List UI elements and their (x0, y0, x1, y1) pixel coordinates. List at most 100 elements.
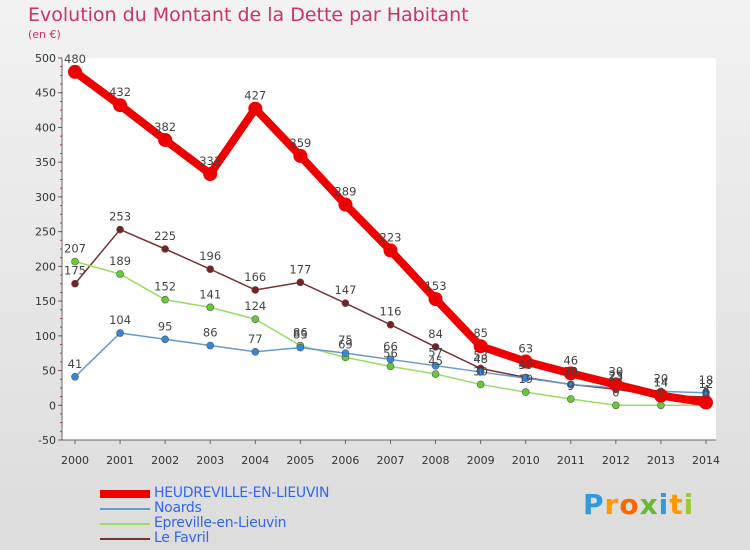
data-label: 382 (154, 120, 176, 134)
data-point (608, 377, 623, 392)
proxiti-logo: Proxiti (583, 488, 694, 521)
data-label: 39 (518, 358, 533, 372)
data-label: 86 (203, 326, 218, 340)
data-label: 53 (473, 348, 488, 362)
data-point (386, 355, 395, 364)
data-point (657, 401, 665, 410)
data-label: 30 (609, 364, 624, 378)
x-tick-label: 2002 (151, 454, 179, 467)
data-point (428, 292, 443, 307)
data-label: 30 (563, 364, 578, 378)
data-point (116, 270, 124, 278)
data-label: 40 (518, 357, 533, 371)
data-point (296, 343, 305, 352)
data-label: 23 (609, 369, 624, 383)
data-point (248, 101, 263, 116)
data-label: 25 (609, 368, 624, 382)
data-point (386, 320, 395, 329)
data-label: 69 (338, 337, 353, 351)
x-tick-label: 2005 (286, 454, 314, 467)
data-label: 84 (428, 327, 443, 341)
data-label: 177 (289, 262, 311, 276)
data-label: 95 (158, 319, 173, 333)
y-tick-label: 500 (35, 52, 56, 65)
data-point (431, 361, 440, 370)
data-point (161, 335, 169, 344)
data-point (71, 257, 79, 266)
data-label: 30 (473, 364, 488, 378)
data-point (68, 64, 82, 79)
y-tick-label: 0 (49, 399, 56, 412)
data-point (161, 245, 169, 253)
data-label: 0 (702, 385, 709, 399)
data-point (113, 98, 128, 113)
legend-label-le-favril: Le Favril (154, 530, 210, 546)
y-tick-label: -50 (38, 434, 56, 447)
x-tick-label: 2004 (241, 454, 269, 467)
legend-label-epreville: Epreville-en-Lieuvin (154, 515, 287, 531)
x-tick-label: 2012 (602, 454, 630, 467)
data-label: 196 (199, 249, 221, 263)
legend-swatch-epreville (100, 523, 150, 525)
y-tick-label: 350 (35, 156, 56, 169)
data-label: 57 (428, 346, 443, 360)
data-point (566, 380, 575, 389)
data-label: 175 (64, 264, 86, 278)
legend-label-heudreville: HEUDREVILLE-EN-LIEUVIN (154, 485, 330, 501)
legend-swatch-heudreville (100, 490, 150, 498)
logo-letter: o (619, 488, 640, 521)
legend-swatch-noards (100, 508, 150, 510)
data-label: 86 (293, 326, 308, 340)
data-label: 56 (383, 346, 398, 360)
data-label: 432 (109, 85, 131, 99)
data-label: 46 (563, 353, 578, 367)
x-tick-label: 2000 (61, 454, 89, 467)
data-point (116, 329, 124, 337)
data-point (431, 343, 440, 351)
data-point (338, 197, 353, 212)
data-label: 480 (64, 52, 86, 66)
chart-title: Evolution du Montant de la Dette par Hab… (28, 4, 469, 26)
data-label: 289 (334, 185, 356, 199)
data-point (71, 279, 79, 288)
y-tick-label: 300 (35, 191, 56, 204)
data-label: 223 (380, 230, 402, 244)
data-label: 166 (244, 270, 266, 284)
data-point (518, 354, 533, 369)
unit-label: (en €) (28, 28, 61, 41)
data-point (566, 395, 575, 403)
logo-letter: x (639, 488, 659, 521)
legend-swatch-le-favril (100, 538, 150, 540)
data-label: 18 (699, 373, 714, 387)
logo-letter: r (604, 488, 620, 521)
data-point (206, 341, 215, 350)
data-label: 359 (289, 136, 311, 150)
data-point (473, 339, 488, 354)
data-point (563, 366, 578, 381)
data-point (251, 315, 260, 323)
data-point (251, 347, 260, 356)
data-point (203, 166, 218, 181)
data-label: 207 (64, 242, 86, 256)
data-label: 104 (109, 313, 131, 327)
data-point (293, 148, 308, 163)
data-label: 9 (567, 379, 574, 393)
data-point (71, 372, 79, 381)
y-tick-label: 400 (35, 121, 56, 134)
logo-letter: i (683, 488, 695, 521)
data-label: 20 (654, 371, 669, 385)
data-label: 66 (383, 339, 398, 353)
data-label: 14 (654, 376, 669, 390)
x-tick-label: 2010 (512, 454, 540, 467)
data-label: 4 (702, 382, 709, 396)
data-label: 0 (612, 385, 619, 399)
x-tick-label: 2014 (692, 454, 720, 467)
logo-letter: P (583, 488, 605, 521)
legend-label-noards: Noards (154, 500, 202, 516)
data-label: 225 (154, 229, 176, 243)
logo-letter: t (669, 488, 684, 521)
y-tick-label: 100 (35, 330, 56, 343)
y-tick-label: 250 (35, 226, 56, 239)
